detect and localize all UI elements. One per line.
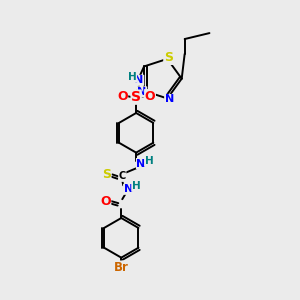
Text: N: N: [124, 184, 133, 194]
Text: S: S: [164, 51, 173, 64]
Text: S: S: [131, 90, 141, 104]
Text: H: H: [145, 156, 153, 166]
Text: H: H: [132, 181, 140, 191]
Text: O: O: [100, 195, 111, 208]
Text: H: H: [128, 72, 136, 82]
Text: C: C: [118, 171, 126, 182]
Text: N: N: [137, 87, 147, 97]
Text: N: N: [165, 94, 174, 104]
Text: N: N: [134, 75, 144, 85]
Text: O: O: [117, 90, 128, 103]
Text: N: N: [136, 158, 146, 169]
Text: Br: Br: [114, 261, 129, 274]
Text: O: O: [145, 90, 155, 103]
Text: S: S: [102, 168, 111, 181]
